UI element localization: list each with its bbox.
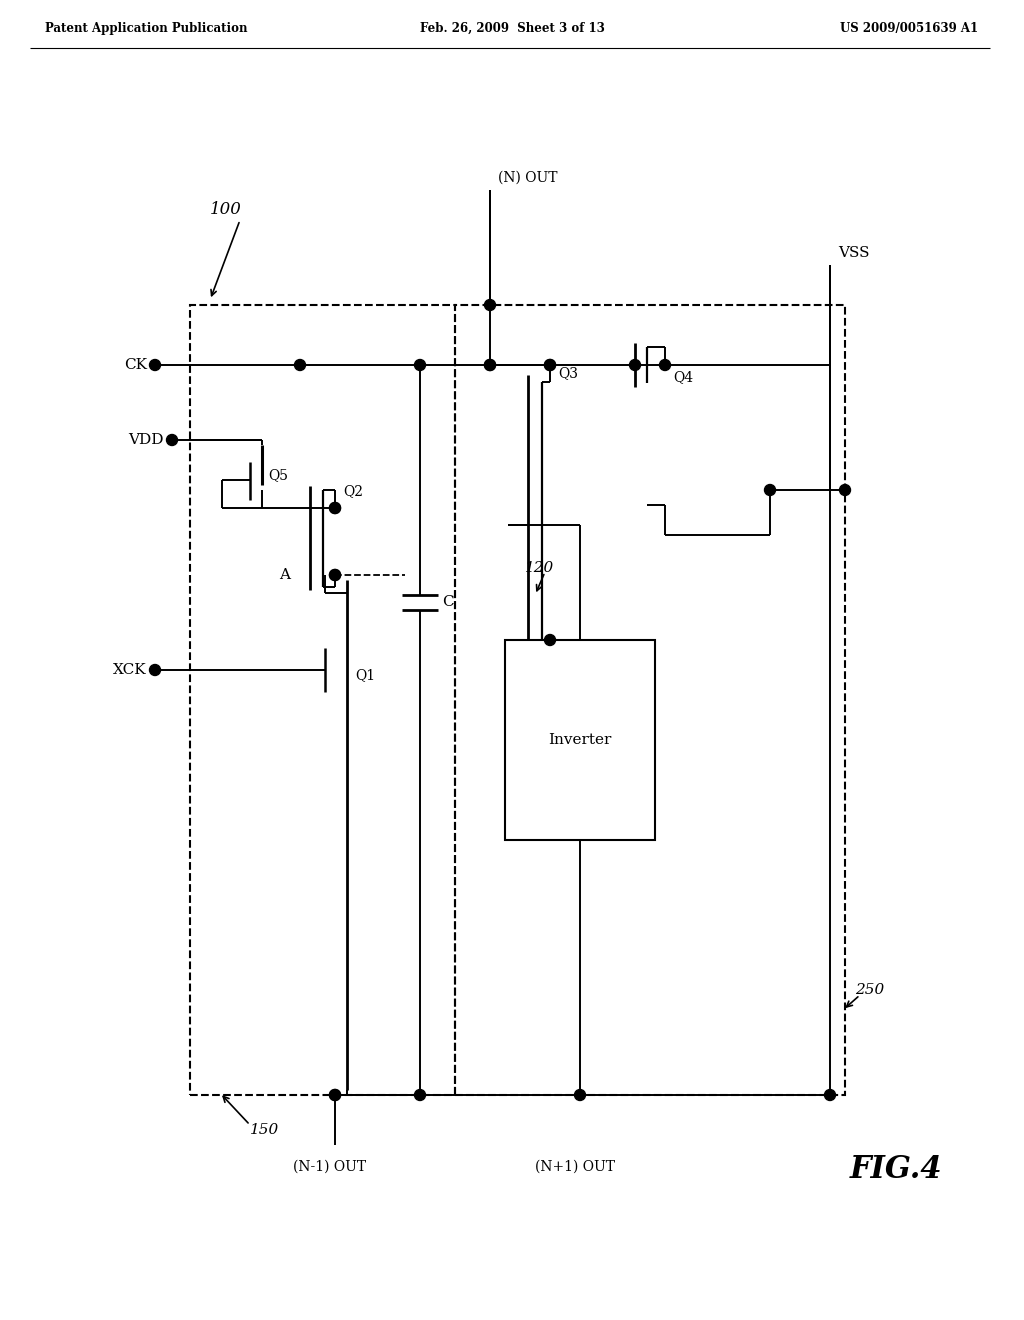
Circle shape xyxy=(295,359,305,371)
Text: CK: CK xyxy=(124,358,147,372)
Text: Q5: Q5 xyxy=(268,469,288,482)
Circle shape xyxy=(545,359,555,371)
Text: Q1: Q1 xyxy=(355,668,375,682)
Circle shape xyxy=(167,434,177,445)
Circle shape xyxy=(574,1089,586,1101)
Text: 250: 250 xyxy=(855,983,885,997)
Circle shape xyxy=(659,359,671,371)
Circle shape xyxy=(484,359,496,371)
Circle shape xyxy=(415,359,426,371)
Text: FIG.4: FIG.4 xyxy=(850,1155,943,1185)
Circle shape xyxy=(824,1089,836,1101)
Text: (N) OUT: (N) OUT xyxy=(498,172,557,185)
Circle shape xyxy=(484,359,496,371)
Bar xyxy=(190,305,455,1096)
Circle shape xyxy=(840,484,851,495)
Bar xyxy=(505,640,655,840)
Circle shape xyxy=(545,359,555,371)
Circle shape xyxy=(330,1089,341,1101)
Circle shape xyxy=(330,569,341,581)
Text: Inverter: Inverter xyxy=(548,733,611,747)
Text: Q4: Q4 xyxy=(673,370,693,384)
Text: XCK: XCK xyxy=(114,663,147,677)
Text: C: C xyxy=(442,595,454,610)
Circle shape xyxy=(330,569,341,581)
Text: VDD: VDD xyxy=(128,433,164,447)
Text: VSS: VSS xyxy=(838,246,869,260)
Circle shape xyxy=(150,359,161,371)
Circle shape xyxy=(630,359,640,371)
Circle shape xyxy=(765,484,775,495)
Text: Q2: Q2 xyxy=(343,484,362,498)
Text: US 2009/0051639 A1: US 2009/0051639 A1 xyxy=(840,22,978,36)
Text: Q3: Q3 xyxy=(558,366,578,380)
Text: A: A xyxy=(279,568,290,582)
Text: (N-1) OUT: (N-1) OUT xyxy=(294,1160,367,1173)
Text: 120: 120 xyxy=(525,561,554,576)
Text: 100: 100 xyxy=(210,202,242,219)
Text: Patent Application Publication: Patent Application Publication xyxy=(45,22,248,36)
Circle shape xyxy=(545,635,555,645)
Text: (N+1) OUT: (N+1) OUT xyxy=(535,1160,615,1173)
Circle shape xyxy=(330,1089,341,1101)
Circle shape xyxy=(150,664,161,676)
Bar xyxy=(455,305,845,1096)
Text: Feb. 26, 2009  Sheet 3 of 13: Feb. 26, 2009 Sheet 3 of 13 xyxy=(420,22,604,36)
Circle shape xyxy=(484,300,496,310)
Text: 150: 150 xyxy=(250,1123,280,1137)
Circle shape xyxy=(415,1089,426,1101)
Circle shape xyxy=(330,503,341,513)
Circle shape xyxy=(330,503,341,513)
